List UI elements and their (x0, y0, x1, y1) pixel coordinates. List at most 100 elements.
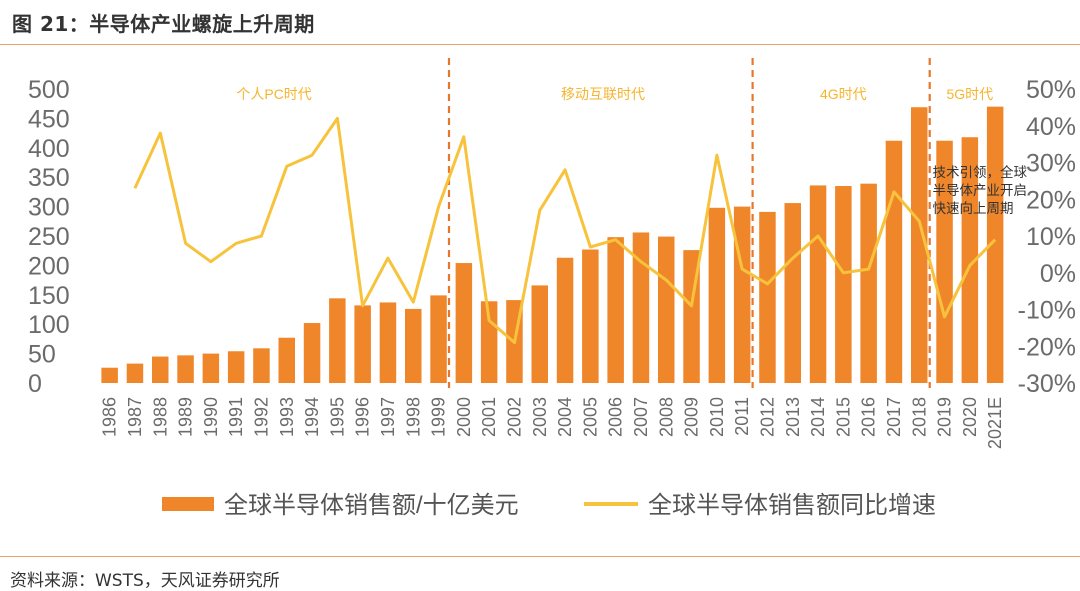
bar-2001 (480, 301, 498, 383)
left-tick-label: 50 (28, 341, 56, 369)
x-tick-label: 2009 (682, 397, 702, 437)
right-tick-label: 50% (1026, 76, 1076, 104)
bar-1998 (405, 308, 422, 383)
bar-2014 (809, 185, 827, 383)
bar-1995 (329, 298, 346, 383)
x-tick-label: 2003 (530, 397, 550, 437)
x-tick-label: 2007 (631, 397, 651, 437)
x-tick-label: 2011 (732, 397, 752, 436)
left-tick-label: 500 (28, 76, 70, 104)
bar-2007 (632, 232, 650, 383)
x-tick-label: 1991 (226, 397, 246, 437)
legend-bar-label: 全球半导体销售额/十亿美元 (224, 492, 519, 519)
left-tick-label: 150 (28, 282, 70, 310)
legend: 全球半导体销售额/十亿美元 全球半导体销售额同比增速 (162, 492, 936, 519)
x-tick-label: 1990 (201, 397, 221, 437)
x-tick-label: 2013 (783, 397, 803, 437)
x-tick-label: 2001 (479, 397, 499, 437)
bar-2003 (531, 285, 548, 383)
x-tick-label: 1986 (100, 397, 120, 437)
x-tick-label: 1994 (302, 397, 322, 437)
x-tick-label: 2014 (808, 397, 828, 437)
bar-1993 (278, 337, 295, 383)
growth-line-path (133, 116, 997, 345)
bar-2016 (860, 183, 877, 383)
left-tick-label: 200 (28, 252, 70, 280)
bar-1990 (202, 353, 220, 383)
right-tick-label: -20% (1018, 333, 1076, 361)
bar-2020 (961, 137, 979, 383)
x-tick-label: 2010 (707, 397, 727, 437)
bar-2021E (986, 106, 1004, 383)
bar-1994 (303, 323, 321, 383)
x-tick-label: 2005 (580, 397, 600, 437)
bar-2005 (582, 249, 599, 383)
legend-line-swatch (584, 502, 638, 506)
left-tick-label: 300 (28, 194, 70, 222)
bar-2015 (835, 186, 852, 383)
bar-2008 (658, 236, 675, 383)
x-tick-label: 2015 (833, 397, 853, 437)
bar-2000 (455, 263, 473, 383)
bar-1997 (379, 302, 397, 383)
bar-1989 (177, 355, 194, 383)
right-tick-label: -30% (1018, 370, 1076, 398)
x-tick-label: 2008 (656, 397, 676, 437)
x-tick-label: 2012 (757, 397, 777, 437)
annotation-line: 快速向上周期 (933, 201, 1014, 216)
x-tick-label: 1993 (277, 397, 297, 437)
bar-1987 (126, 363, 144, 383)
right-tick-label: -10% (1018, 297, 1076, 325)
annotation-line: 技术引领，全球 (933, 164, 1028, 180)
era-label: 4G时代 (820, 86, 867, 102)
x-tick-label: 2002 (504, 397, 524, 437)
top-divider (0, 44, 1080, 45)
left-tick-label: 400 (28, 135, 70, 163)
bar-1999 (430, 295, 447, 383)
legend-bar-swatch (162, 497, 214, 511)
right-tick-label: 10% (1026, 223, 1076, 251)
bar-1986 (101, 367, 118, 383)
bar-2012 (759, 211, 776, 383)
bar-2019 (936, 140, 953, 383)
bar-2004 (556, 257, 574, 383)
figure-title: 图 21：半导体产业螺旋上升周期 (12, 12, 315, 36)
left-tick-label: 0 (28, 370, 42, 398)
source-note: 资料来源：WSTS，天风证券研究所 (10, 571, 280, 591)
annotation-line: 半导体产业开启 (933, 183, 1028, 198)
right-axis-ticks: -30% -20% -10% 0% 10% 20% 30% 40% 50% (1018, 76, 1076, 398)
x-tick-label: 1998 (403, 397, 423, 437)
x-tick-label: 2021E (985, 397, 1005, 449)
x-tick-label: 2019 (935, 397, 955, 437)
bar-2018 (911, 107, 928, 383)
bar-1988 (152, 356, 169, 383)
x-tick-label: 1987 (125, 397, 145, 437)
x-tick-label: 1996 (353, 397, 373, 437)
legend-line-label: 全球半导体销售额同比增速 (648, 492, 936, 519)
era-label: 个人PC时代 (236, 86, 311, 102)
x-tick-label: 2016 (859, 397, 879, 437)
x-tick-label: 1989 (176, 397, 196, 437)
x-tick-label: 1995 (327, 397, 347, 437)
era-dividers (447, 58, 931, 388)
bottom-divider (0, 556, 1080, 557)
bar-1992 (253, 348, 270, 383)
sales-bars (101, 106, 1004, 383)
x-axis-ticks: 1986 1987 1988 1989 1990 1991 1992 1993 1994 1995… (100, 397, 1006, 449)
left-tick-label: 450 (28, 105, 70, 133)
x-tick-label: 1988 (150, 397, 170, 437)
x-tick-label: 1999 (429, 397, 449, 437)
right-tick-label: 20% (1026, 186, 1076, 214)
left-tick-label: 350 (28, 164, 70, 192)
bar-2017 (885, 140, 903, 383)
left-tick-label: 100 (28, 311, 70, 339)
x-tick-label: 2017 (884, 397, 904, 437)
x-tick-label: 2006 (606, 397, 626, 437)
bar-2013 (784, 203, 801, 383)
x-tick-label: 1997 (378, 397, 398, 437)
x-tick-label: 2000 (454, 397, 474, 437)
left-tick-label: 250 (28, 223, 70, 251)
